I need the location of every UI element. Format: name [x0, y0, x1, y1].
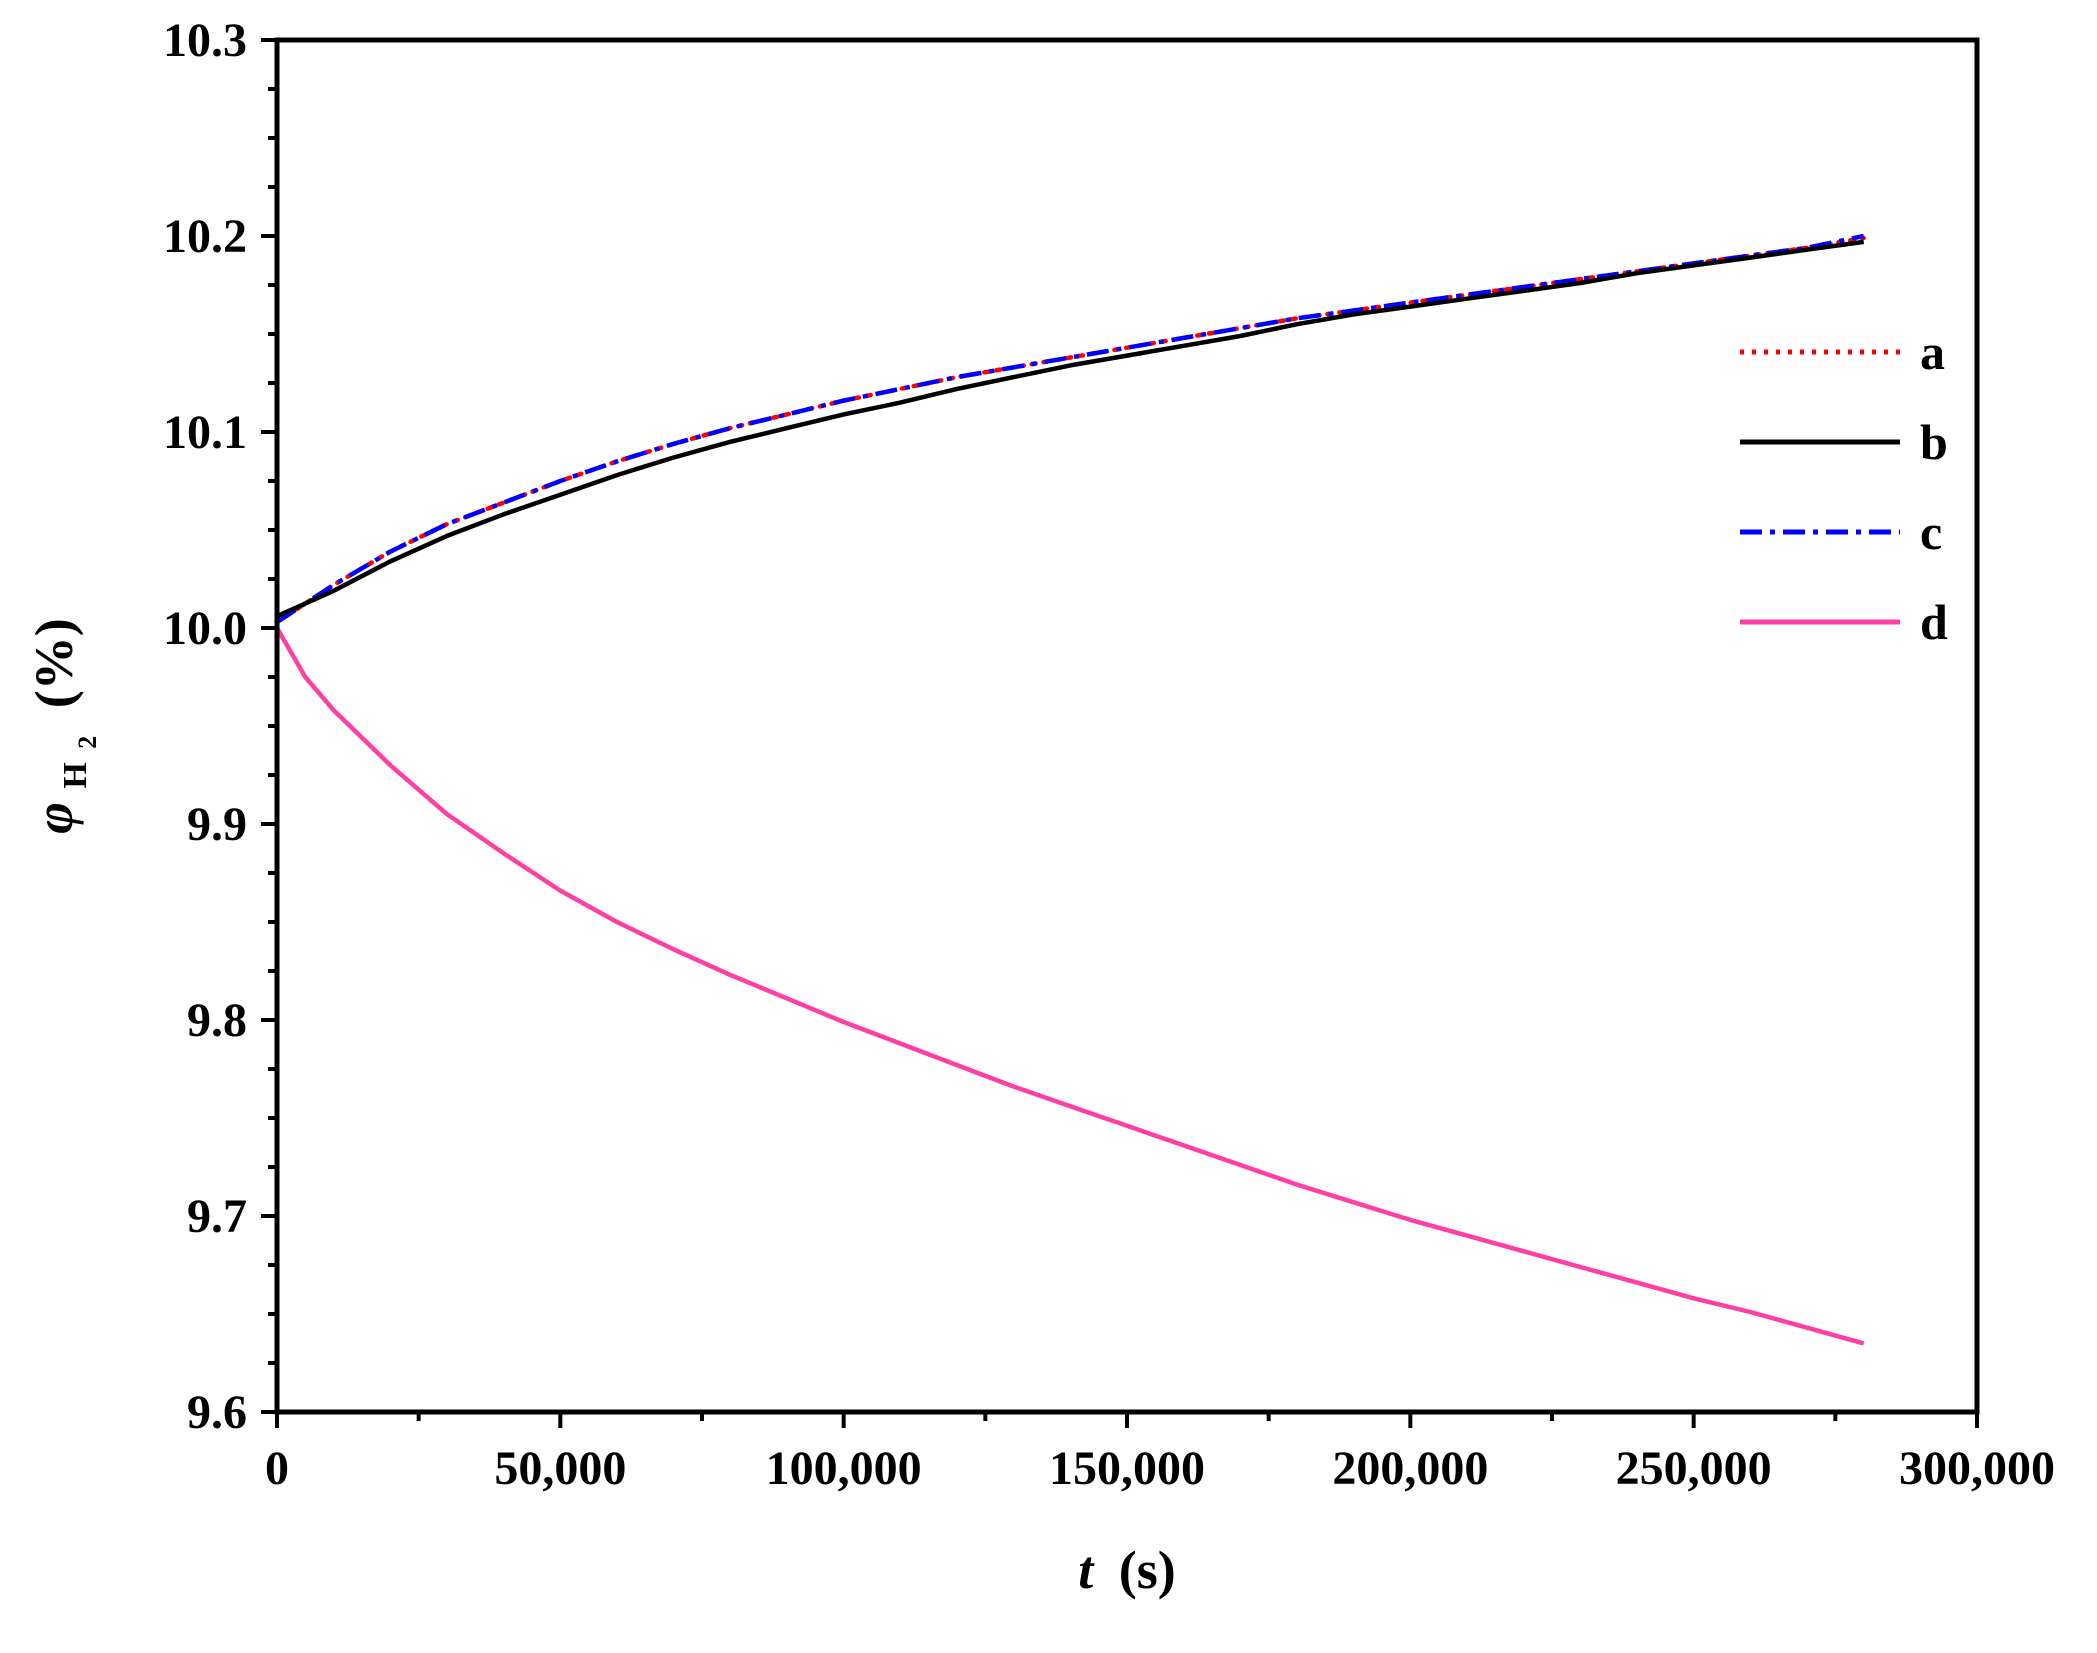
x-axis-unit: (s)	[1119, 1540, 1176, 1600]
y-tick-label: 10.0	[163, 602, 247, 655]
plot-layer	[274, 233, 1866, 1346]
y-tick-label: 9.8	[187, 994, 247, 1047]
x-tick-label: 200,000	[1332, 1442, 1488, 1495]
series-line-c	[275, 233, 1865, 624]
y-axis-title: φ H 2 (%)	[24, 618, 108, 834]
x-tick-label: 300,000	[1899, 1442, 2055, 1495]
x-axis-variable: t	[1078, 1540, 1095, 1600]
y-tick-label: 10.2	[163, 210, 247, 263]
series-line-a	[274, 235, 1866, 625]
y-axis-unit: (%)	[24, 618, 84, 708]
y-tick-label: 9.6	[187, 1386, 247, 1439]
legend-label-a: a	[1920, 324, 1945, 380]
legend-label-d: d	[1920, 594, 1948, 650]
axis-titles: t (s) φ H 2 (%)	[24, 618, 1176, 1600]
x-tick-label: 250,000	[1616, 1442, 1772, 1495]
x-tick-label: 150,000	[1049, 1442, 1205, 1495]
y-axis-variable: φ	[24, 802, 84, 834]
plot-frame	[274, 37, 1980, 1415]
series-line-d	[275, 626, 1865, 1346]
x-tick-label: 50,000	[494, 1442, 626, 1495]
legend-label-b: b	[1920, 414, 1948, 470]
y-tick-label: 9.7	[187, 1190, 247, 1243]
x-axis-title: t (s)	[1078, 1540, 1176, 1600]
series-line-b	[276, 239, 1865, 619]
y-tick-label: 9.9	[187, 798, 247, 851]
y-tick-label: 10.3	[163, 14, 247, 67]
y-axis-subscript: H	[57, 762, 94, 788]
y-tick-label: 10.1	[163, 406, 247, 459]
x-tick-label: 100,000	[766, 1442, 922, 1495]
y-axis-subsubscript: 2	[73, 736, 102, 749]
legend-label-c: c	[1920, 504, 1942, 560]
x-tick-label: 0	[265, 1442, 289, 1495]
axis-layer: 0 50,000 100,000 150,000 200,000 250,000 300,0…	[163, 14, 2055, 1495]
